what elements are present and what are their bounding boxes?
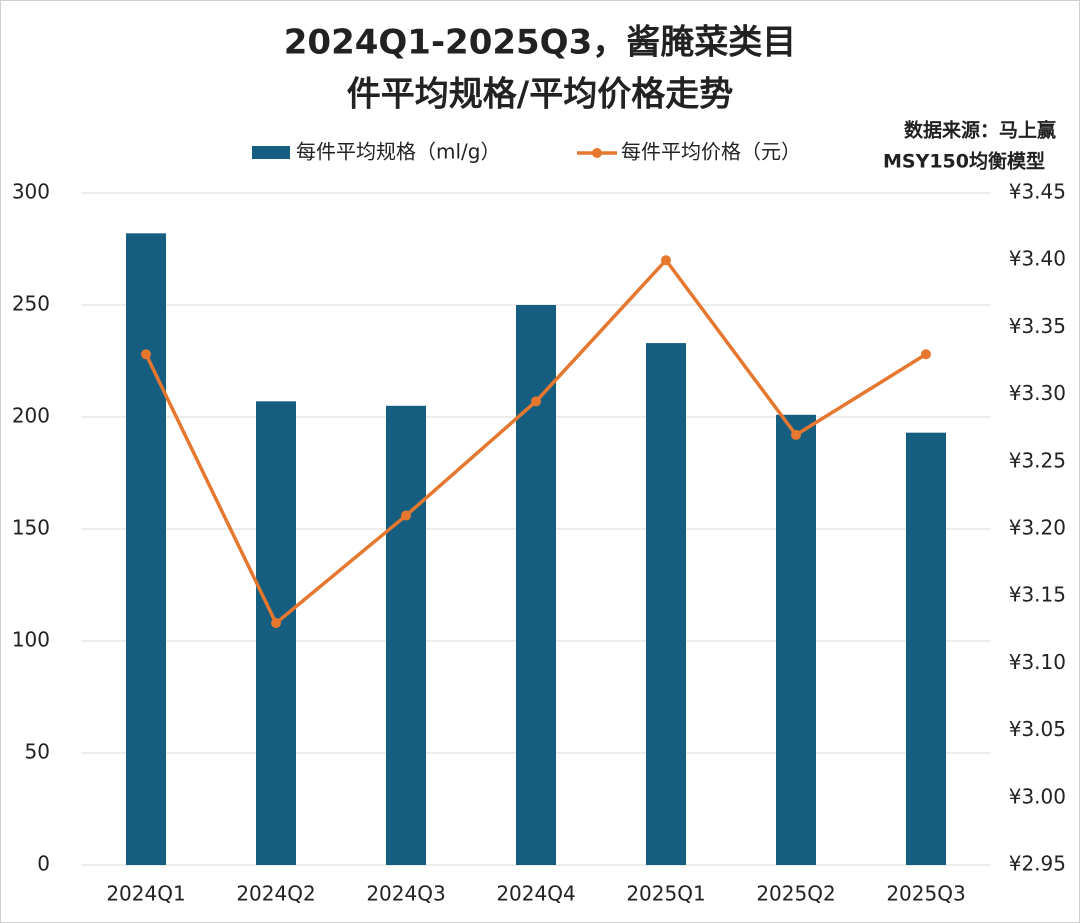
x-tick-label: 2024Q1 <box>106 882 185 906</box>
y-tick-label: 0 <box>37 852 50 876</box>
y2-tick-label: ¥2.95 <box>1009 852 1066 876</box>
y-tick-label: 150 <box>12 516 50 540</box>
chart-title: 2024Q1-2025Q3，酱腌菜类目 <box>284 23 797 63</box>
x-tick-label: 2024Q4 <box>496 882 575 906</box>
y2-tick-label: ¥3.35 <box>1009 314 1066 338</box>
x-tick-label: 2024Q3 <box>366 882 445 906</box>
bar <box>776 414 816 865</box>
y2-tick-label: ¥3.25 <box>1009 448 1066 472</box>
line-point <box>791 429 801 440</box>
bar <box>126 233 166 865</box>
line-point <box>921 349 931 360</box>
y2-tick-label: ¥3.45 <box>1009 180 1066 204</box>
x-tick-label: 2025Q3 <box>886 882 965 906</box>
legend-label: 每件平均价格（元） <box>621 140 801 164</box>
bar <box>516 305 556 865</box>
bar <box>386 405 426 865</box>
y2-tick-label: ¥3.40 <box>1009 247 1066 271</box>
source-note: 数据来源：马上赢 <box>904 119 1056 142</box>
legend-swatch <box>252 146 290 159</box>
legend-label: 每件平均规格（ml/g） <box>296 140 500 164</box>
y2-tick-label: ¥3.10 <box>1009 650 1066 674</box>
y2-tick-label: ¥3.00 <box>1009 784 1066 808</box>
y2-tick-label: ¥3.30 <box>1009 381 1066 405</box>
x-tick-label: 2024Q2 <box>236 882 315 906</box>
x-tick-label: 2025Q1 <box>626 882 705 906</box>
source-note: MSY150均衡模型 <box>883 150 1045 173</box>
x-tick-label: 2025Q2 <box>756 882 835 906</box>
y-tick-label: 200 <box>12 404 50 428</box>
y-tick-label: 250 <box>12 292 50 316</box>
chart-title: 件平均规格/平均价格走势 <box>347 75 733 115</box>
bar <box>906 432 946 865</box>
legend-swatch <box>592 148 602 158</box>
line-point <box>141 349 151 360</box>
line-point <box>271 618 281 629</box>
y2-tick-label: ¥3.15 <box>1009 583 1066 607</box>
y-tick-label: 50 <box>25 740 50 764</box>
line-point <box>661 255 671 266</box>
line-point <box>401 510 411 521</box>
bar <box>646 343 686 866</box>
y-tick-label: 300 <box>12 180 50 204</box>
bar <box>256 401 296 865</box>
y2-tick-label: ¥3.20 <box>1009 516 1066 540</box>
y2-tick-label: ¥3.05 <box>1009 717 1066 741</box>
line-point <box>531 396 541 407</box>
y-tick-label: 100 <box>12 628 50 652</box>
